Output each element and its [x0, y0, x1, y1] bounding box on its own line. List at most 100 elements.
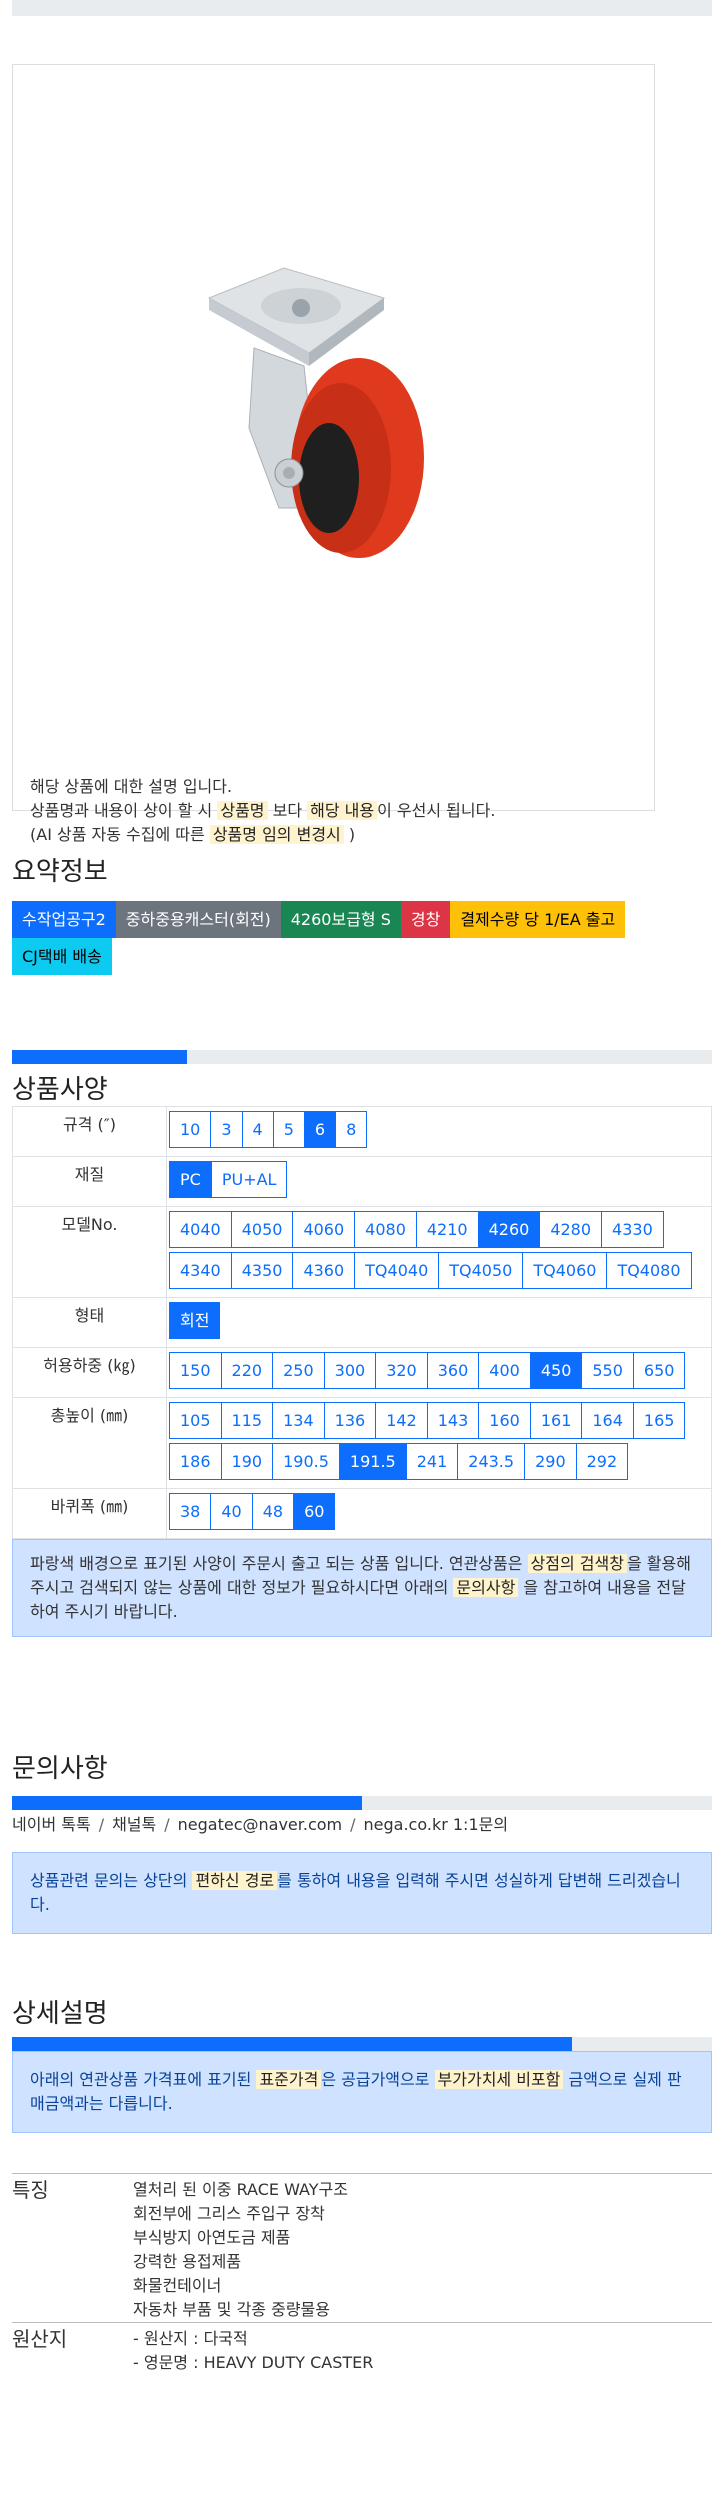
spec-option-button[interactable]: 400	[478, 1352, 531, 1389]
spec-option-button[interactable]: 300	[323, 1352, 377, 1389]
spec-option-button[interactable]: 4050	[230, 1211, 294, 1248]
spec-option-button[interactable]: 4260	[477, 1211, 541, 1248]
spec-option-button[interactable]: 134	[272, 1402, 325, 1439]
summary-badge: 중하중용캐스터(회전)	[115, 901, 281, 938]
spec-option-button[interactable]: 450	[529, 1352, 583, 1389]
spec-row: 바퀴폭 (㎜) 38 40 48 60	[12, 1488, 712, 1539]
inquiry-link[interactable]: nega.co.kr 1:1문의	[363, 1815, 509, 1834]
spec-option-button[interactable]: TQ4080	[606, 1252, 692, 1289]
spec-option-button[interactable]: 142	[375, 1402, 428, 1439]
spec-option-button[interactable]: 4340	[169, 1252, 232, 1289]
spec-option-button[interactable]: 3	[210, 1111, 243, 1148]
spec-option-button[interactable]: 8	[335, 1111, 368, 1148]
detail-value: 열처리 된 이중 RACE WAY구조	[133, 2180, 348, 2199]
spec-option-button[interactable]: TQ4060	[522, 1252, 608, 1289]
text: 보다	[267, 801, 308, 820]
spec-option-button[interactable]: 115	[220, 1402, 274, 1439]
spec-option-button[interactable]: 190.5	[272, 1443, 340, 1480]
spec-option-button[interactable]: 48	[251, 1493, 295, 1530]
detail-value: - 영문명 : HEAVY DUTY CASTER	[133, 2353, 374, 2372]
spec-option-button[interactable]: PC	[169, 1161, 212, 1198]
spec-option-button[interactable]: 250	[272, 1352, 325, 1389]
spec-label: 허용하중 (㎏)	[12, 1347, 167, 1398]
summary-badge: 경창	[400, 901, 451, 938]
spec-option-button[interactable]: 190	[220, 1443, 274, 1480]
spec-options: 105 115 134 136 142 143 160 161 164 165 186 190 190.…	[166, 1397, 712, 1489]
spec-option-button[interactable]: 회전	[169, 1302, 221, 1339]
detail-notice: 아래의 연관상품 가격표에 표기된 표준가격 은 공급가액으로 부가가치세 비포함…	[12, 2051, 712, 2133]
spec-option-button[interactable]: 650	[632, 1352, 686, 1389]
spec-option-button[interactable]: PU+AL	[210, 1161, 288, 1198]
spec-option-button[interactable]: 4350	[230, 1252, 294, 1289]
spec-option-button[interactable]: 320	[375, 1352, 428, 1389]
spec-label: 모델No.	[12, 1206, 167, 1298]
spec-option-button[interactable]: TQ4050	[438, 1252, 524, 1289]
spec-option-button[interactable]: TQ4040	[354, 1252, 440, 1289]
text: 이 우선시 됩니다.	[377, 801, 496, 820]
spec-option-button[interactable]: 40	[210, 1493, 253, 1530]
option-group: 10 3 4 5 6 8	[169, 1111, 707, 1148]
spec-option-button[interactable]: 38	[169, 1493, 212, 1530]
inquiry-link[interactable]: 채널톡	[112, 1815, 157, 1834]
caster-image	[207, 267, 424, 558]
top-divider	[12, 0, 712, 16]
spec-label: 형태	[12, 1297, 167, 1348]
spec-option-button[interactable]: 160	[478, 1402, 531, 1439]
detail-value: 부식방지 아연도금 제품	[133, 2228, 291, 2247]
detail-value: 회전부에 그리스 주입구 장착	[133, 2204, 325, 2223]
spec-option-button[interactable]: 360	[426, 1352, 480, 1389]
spec-option-button[interactable]: 161	[529, 1402, 583, 1439]
spec-option-button[interactable]: 164	[581, 1402, 634, 1439]
detail-progress-bar	[12, 2037, 712, 2051]
spec-table: 규격 (″) 10 3 4 5 6 8 재질 PC PU+AL 모델No. 4040 4050 4060 4…	[12, 1106, 712, 1539]
spec-option-button[interactable]: 4080	[354, 1211, 417, 1248]
spec-option-button[interactable]: 220	[220, 1352, 274, 1389]
detail-value: 자동차 부품 및 각종 중량물용	[133, 2300, 330, 2319]
text: 은 공급가액으로	[321, 2070, 435, 2089]
spec-option-button[interactable]: 186	[169, 1443, 222, 1480]
spec-option-button[interactable]: 241	[405, 1443, 459, 1480]
spec-option-button[interactable]: 143	[426, 1402, 480, 1439]
highlight: 해당 내용	[307, 801, 378, 820]
inquiry-link[interactable]: negatec@naver.com	[177, 1815, 343, 1834]
spec-option-button[interactable]: 60	[293, 1493, 336, 1530]
spec-option-button[interactable]: 4060	[292, 1211, 356, 1248]
spec-option-button[interactable]: 243.5	[457, 1443, 526, 1480]
summary-badge: CJ택배 배송	[12, 938, 112, 975]
spec-label: 규격 (″)	[12, 1106, 167, 1157]
summary-badges: 수작업공구2 중하중용캐스터(회전) 4260보급형 S 경창 결제수량 당 1/EA …	[12, 901, 692, 975]
spec-option-button[interactable]: 165	[632, 1402, 686, 1439]
spec-row: 총높이 (㎜) 105 115 134 136 142 143 160 161 164 165 186…	[12, 1397, 712, 1489]
summary-badge: 결제수량 당 1/EA 출고	[450, 901, 626, 938]
spec-option-button[interactable]: 6	[303, 1111, 337, 1148]
spec-option-button[interactable]: 550	[581, 1352, 634, 1389]
text: 을 활용해 주시고 검색되지 않는 상품에 대한 정보가 필요하시다면 아래의	[30, 1554, 691, 1597]
inquiry-link[interactable]: 네이버 톡톡	[12, 1815, 91, 1834]
spec-option-button[interactable]: 4360	[292, 1252, 356, 1289]
detail-label: 특징	[12, 2178, 49, 2202]
spec-option-button[interactable]: 105	[169, 1402, 222, 1439]
spec-option-button[interactable]: 4330	[601, 1211, 664, 1248]
spec-options: 4040 4050 4060 4080 4210 4260 4280 4330 4340 4350…	[166, 1206, 712, 1298]
spec-option-button[interactable]: 150	[169, 1352, 222, 1389]
spec-option-button[interactable]: 4210	[415, 1211, 479, 1248]
spec-option-button[interactable]: 4040	[169, 1211, 232, 1248]
description-line: 해당 상품에 대한 설명 입니다.	[30, 777, 233, 796]
text: 상품관련 문의는 상단의	[30, 1871, 193, 1890]
inquiry-links: 네이버 톡톡 / 채널톡 / negatec@naver.com / nega.co.kr …	[12, 1813, 712, 1837]
spec-option-button[interactable]: 4280	[539, 1211, 603, 1248]
text: 을 참고하여 내용을 전달하여 주시기 바랍니다.	[30, 1578, 686, 1621]
highlight: 상점의 검색창	[527, 1554, 627, 1573]
spec-option-button[interactable]: 191.5	[338, 1443, 407, 1480]
spec-option-button[interactable]: 5	[272, 1111, 305, 1148]
product-image-box: 해당 상품에 대한 설명 입니다. 상품명과 내용이 상이 할 시 상품명 보다…	[12, 64, 655, 844]
spec-option-button[interactable]: 4	[241, 1111, 274, 1148]
specs-notice: 파랑색 배경으로 표기된 사양이 주문시 출고 되는 상품 입니다. 연관상품은…	[12, 1539, 712, 1637]
specs-progress-bar	[12, 1050, 712, 1064]
progress-fill	[12, 1796, 362, 1810]
spec-option-button[interactable]: 290	[524, 1443, 577, 1480]
spec-option-button[interactable]: 292	[575, 1443, 629, 1480]
spec-option-button[interactable]: 136	[323, 1402, 377, 1439]
spec-option-button[interactable]: 10	[169, 1111, 212, 1148]
